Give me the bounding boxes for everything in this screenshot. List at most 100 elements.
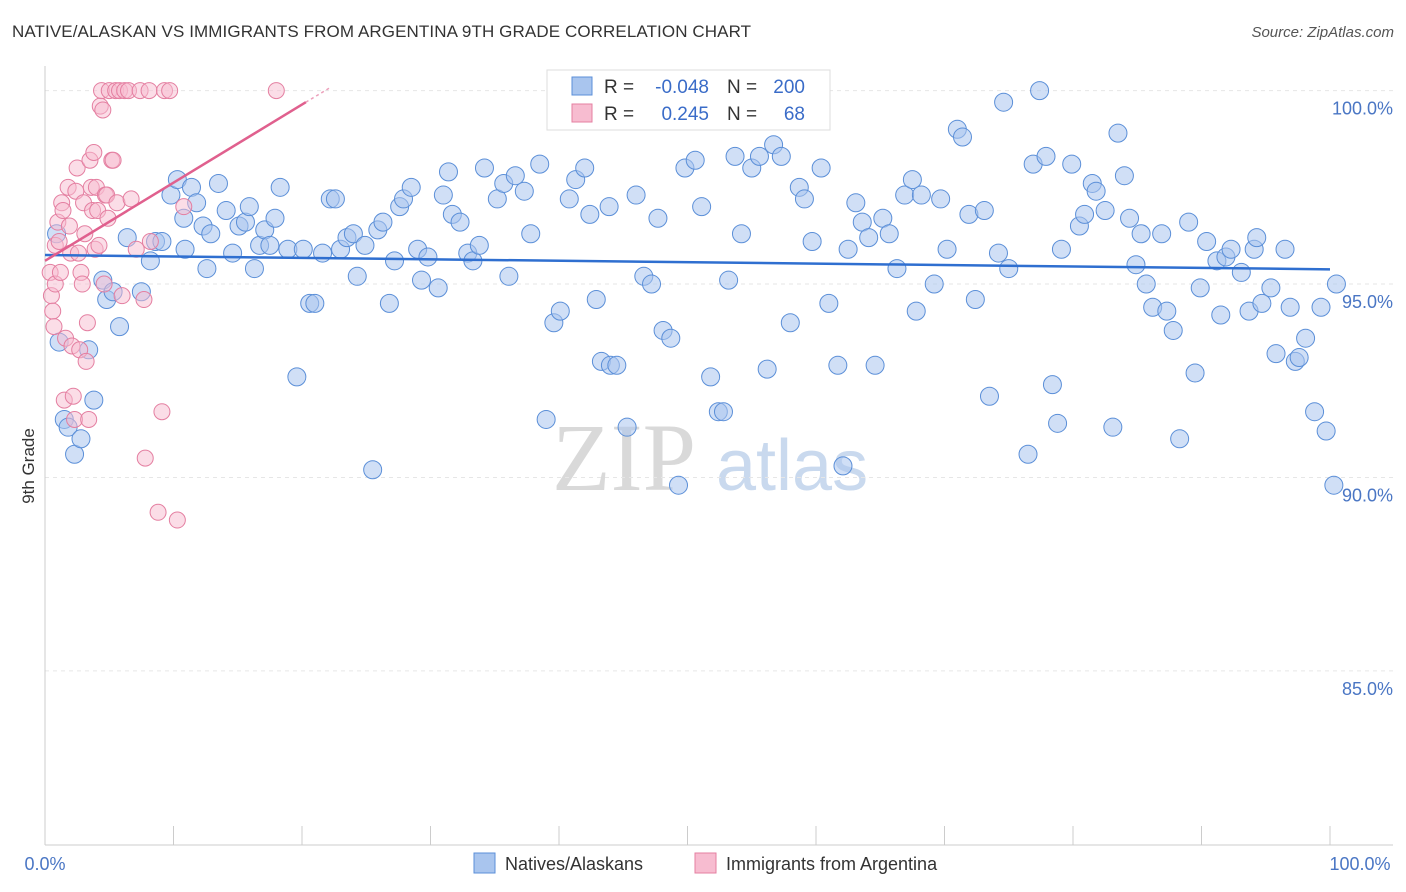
data-point-natives [819, 293, 839, 313]
data-point-argentina [108, 194, 126, 212]
data-point-natives [474, 158, 494, 178]
stats-r-value-pink: 0.245 [661, 104, 709, 125]
data-point-natives [1163, 320, 1183, 340]
data-point-natives [648, 208, 668, 228]
data-point-natives [887, 259, 907, 279]
trend-lines [44, 86, 1331, 271]
data-point-natives [355, 235, 375, 255]
data-point-natives [1126, 255, 1146, 275]
data-point-argentina [60, 217, 78, 235]
data-point-natives [599, 197, 619, 217]
data-point-natives [412, 270, 432, 290]
data-point-natives [988, 243, 1008, 263]
data-point-natives [1311, 297, 1331, 317]
data-point-natives [71, 429, 91, 449]
data-point-natives [505, 166, 525, 186]
data-point-natives [719, 270, 739, 290]
data-point-natives [438, 162, 458, 182]
data-point-natives [1275, 239, 1295, 259]
data-point-natives [1086, 181, 1106, 201]
stats-swatch-blue [571, 76, 593, 96]
data-point-natives [293, 239, 313, 259]
data-point-natives [859, 228, 879, 248]
data-point-natives [865, 355, 885, 375]
data-point-argentina [94, 101, 112, 119]
data-point-natives [270, 177, 290, 197]
data-point-natives [1231, 262, 1251, 282]
data-point-natives [902, 170, 922, 190]
data-point-natives [418, 247, 438, 267]
y-tick-labels: 100.0% 95.0% 90.0% 85.0% [1332, 99, 1393, 699]
legend-swatch-natives [473, 852, 496, 874]
data-point-natives [617, 417, 637, 437]
data-point-argentina [80, 410, 98, 428]
data-point-natives [685, 150, 705, 170]
data-point-natives [536, 409, 556, 429]
data-point-natives [802, 231, 822, 251]
data-point-natives [1185, 363, 1205, 383]
data-point-natives [1120, 208, 1140, 228]
data-point-natives [265, 208, 285, 228]
data-point-natives [385, 251, 405, 271]
data-point-argentina [161, 82, 179, 100]
data-point-argentina [267, 82, 285, 100]
data-point-natives [1152, 224, 1172, 244]
data-point-argentina [140, 82, 158, 100]
data-point-argentina [136, 449, 154, 467]
data-point-natives [1296, 328, 1316, 348]
series-immigrants-argentina [41, 82, 285, 529]
data-point-natives [828, 355, 848, 375]
data-point-natives [1190, 278, 1210, 298]
data-point-argentina [168, 511, 186, 529]
data-point-natives [287, 367, 307, 387]
data-point-natives [1157, 301, 1177, 321]
data-point-argentina [54, 202, 72, 220]
bottom-legend: Natives/Alaskans Immigrants from Argenti… [473, 852, 938, 874]
data-point-natives [575, 158, 595, 178]
data-point-natives [201, 224, 221, 244]
data-point-natives [931, 189, 951, 209]
data-point-argentina [73, 275, 91, 293]
data-point-natives [1316, 421, 1336, 441]
data-point-natives [1221, 239, 1241, 259]
data-point-natives [208, 173, 228, 193]
data-point-natives [1289, 348, 1309, 368]
stats-r-label-blue: R = [604, 77, 634, 98]
data-point-natives [669, 475, 689, 495]
data-point-natives [469, 235, 489, 255]
data-point-natives [974, 201, 994, 221]
data-point-natives [586, 290, 606, 310]
watermark: ZIP atlas [552, 404, 868, 511]
data-point-natives [1170, 429, 1190, 449]
data-point-natives [1326, 274, 1346, 294]
data-point-natives [499, 266, 519, 286]
data-point-natives [1179, 212, 1199, 232]
data-point-natives [373, 212, 393, 232]
data-point-argentina [44, 302, 62, 320]
axes [44, 66, 1393, 846]
data-point-natives [952, 127, 972, 147]
data-point-natives [1114, 166, 1134, 186]
data-point-natives [1108, 123, 1128, 143]
data-point-natives [661, 328, 681, 348]
y-tick-label: 90.0% [1342, 485, 1393, 505]
data-point-natives [305, 293, 325, 313]
data-point-natives [1197, 231, 1217, 251]
data-point-natives [363, 460, 383, 480]
data-point-natives [197, 259, 217, 279]
data-point-natives [780, 313, 800, 333]
data-point-natives [343, 224, 363, 244]
data-point-natives [1103, 417, 1123, 437]
data-point-natives [999, 259, 1019, 279]
data-point-natives [1095, 201, 1115, 221]
stats-legend: R = -0.048 N = 200 R = 0.245 N = 68 [546, 69, 831, 131]
data-point-natives [110, 317, 130, 337]
source-label: Source: ZipAtlas.com [1251, 24, 1394, 41]
legend-label-argentina: Immigrants from Argentina [726, 854, 938, 874]
stats-n-label-blue: N = [727, 77, 757, 98]
data-point-natives [401, 177, 421, 197]
x-tick-label-max: 100.0% [1329, 854, 1390, 874]
data-point-argentina [122, 190, 140, 208]
data-point-natives [223, 243, 243, 263]
